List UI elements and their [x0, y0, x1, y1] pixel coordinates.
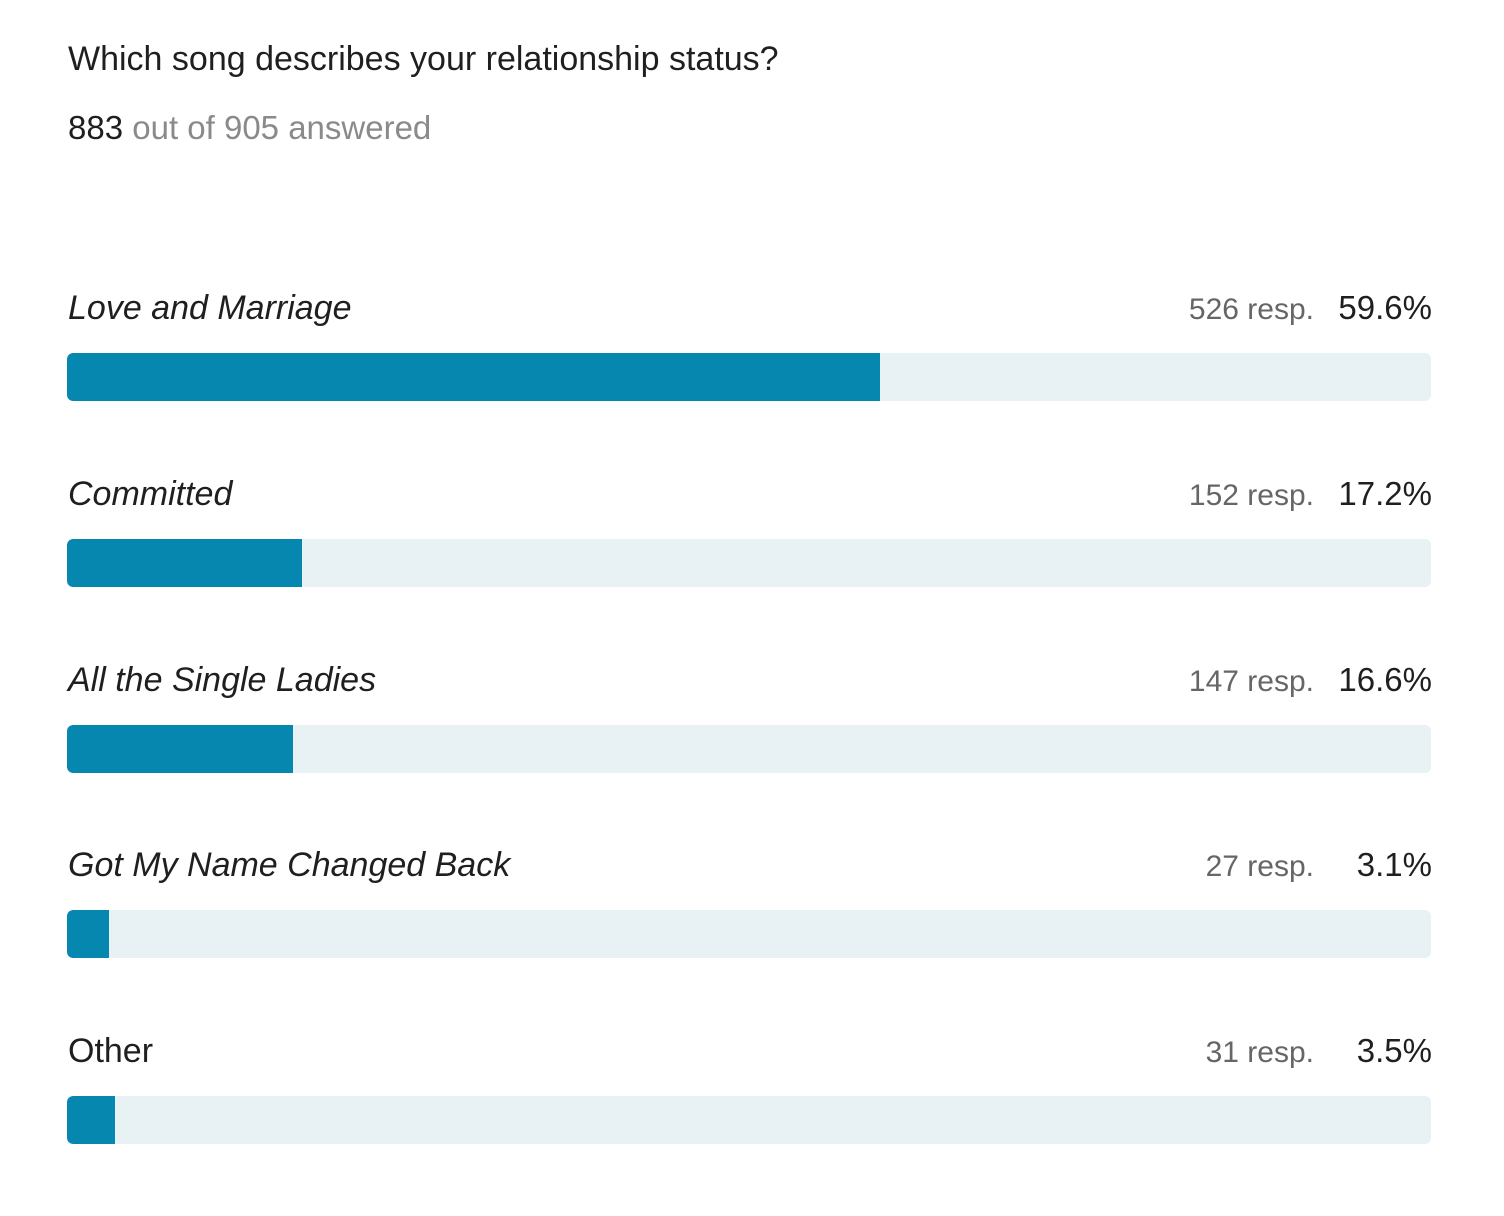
- bar-fill: [67, 724, 294, 773]
- option-label: Got My Name Changed Back: [68, 846, 511, 885]
- option-percent: 3.1%: [1356, 846, 1432, 884]
- option-stats: 152 resp. 17.2%: [1189, 472, 1432, 516]
- bar-track: [67, 910, 1431, 959]
- option-label: Committed: [68, 474, 233, 513]
- bar-fill: [67, 1096, 115, 1144]
- option-stats: 31 resp. 3.5%: [1206, 1029, 1432, 1073]
- option-response-count: 152 resp.: [1188, 478, 1314, 512]
- bar-track: [67, 353, 1431, 401]
- question-title: Which song describes your relationship s…: [68, 40, 779, 78]
- option-stats: 147 resp. 16.6%: [1189, 658, 1432, 702]
- poll-option: Love and Marriage 526 resp. 59.6%: [0, 286, 1504, 436]
- poll-option: All the Single Ladies 147 resp. 16.6%: [0, 658, 1504, 808]
- answered-total-text: out of 905 answered: [132, 109, 432, 146]
- option-label: Other: [68, 1032, 154, 1070]
- option-response-count: 27 resp.: [1205, 850, 1314, 884]
- option-response-count: 147 resp.: [1188, 664, 1314, 698]
- bar-fill: [67, 353, 880, 401]
- bar-track: [67, 724, 1431, 773]
- option-stats: 526 resp. 59.6%: [1189, 286, 1432, 330]
- answered-count: 883: [68, 109, 124, 146]
- option-percent: 3.5%: [1356, 1032, 1432, 1069]
- bar-track: [67, 538, 1431, 587]
- poll-option: Committed 152 resp. 17.2%: [0, 472, 1504, 622]
- bar-fill: [67, 910, 110, 959]
- option-response-count: 526 resp.: [1188, 293, 1314, 326]
- option-label: All the Single Ladies: [68, 660, 377, 699]
- poll-option: Other 31 resp. 3.5%: [0, 1029, 1504, 1179]
- bar-track: [67, 1096, 1431, 1144]
- option-percent: 16.6%: [1338, 660, 1432, 698]
- option-response-count: 31 resp.: [1205, 1036, 1314, 1069]
- option-percent: 59.6%: [1338, 289, 1432, 326]
- answered-summary: 883 out of 905 answered: [68, 107, 431, 149]
- option-stats: 27 resp. 3.1%: [1206, 843, 1432, 887]
- option-percent: 17.2%: [1338, 474, 1432, 512]
- poll-option: Got My Name Changed Back 27 resp. 3.1%: [0, 843, 1504, 993]
- option-label: Love and Marriage: [68, 289, 352, 327]
- bar-fill: [67, 538, 302, 587]
